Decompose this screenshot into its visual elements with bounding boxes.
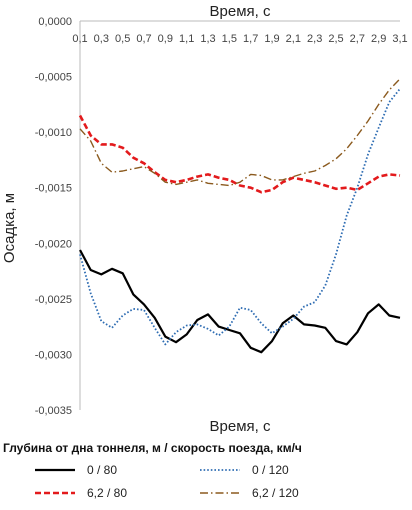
y-tick-label: 0,0000 — [38, 16, 72, 28]
legend-label: 6,2 / 80 — [87, 486, 127, 500]
x-tick-label: 1,1 — [179, 33, 194, 45]
series-line — [79, 249, 401, 354]
legend-label: 6,2 / 120 — [252, 486, 299, 500]
x-tick-label: 0,1 — [72, 33, 87, 45]
x-tick-label: 0,9 — [158, 33, 173, 45]
y-tick-label: -0,0020 — [35, 238, 72, 250]
x-tick-label: 1,3 — [200, 33, 215, 45]
legend: 0 / 80 0 / 120 6,2 / 80 6,2 / 120 — [35, 463, 299, 500]
legend-title: Глубина от дна тоннеля, м / скорость пое… — [3, 441, 302, 455]
y-tick-label: -0,0015 — [35, 183, 72, 195]
y-tick-label: -0,0030 — [35, 349, 72, 361]
x-tick-label: 1,7 — [243, 33, 258, 45]
x-tick-label: 3,1 — [392, 33, 407, 45]
x-tick-label: 1,5 — [222, 33, 237, 45]
series-line — [78, 114, 401, 194]
y-axis-title: Осадка, м — [1, 193, 18, 263]
x-tick-label: 0,7 — [136, 33, 151, 45]
series-layer — [78, 78, 401, 354]
x-tick-label: 2,9 — [371, 33, 386, 45]
x-tick-label: 0,5 — [115, 33, 130, 45]
series-line — [79, 88, 401, 346]
y-tick-label: -0,0035 — [35, 405, 72, 417]
y-tick-label: -0,0005 — [35, 72, 72, 84]
y-tick-label: -0,0010 — [35, 127, 72, 139]
legend-label: 0 / 120 — [252, 463, 289, 477]
x-axis-title-top: Время, с — [210, 3, 271, 20]
x-tick-label: 2,3 — [307, 33, 322, 45]
y-tick-labels: 0,0000 -0,0005 -0,0010 -0,0015 -0,0020 -0,002… — [35, 16, 72, 417]
x-tick-label: 2,7 — [350, 33, 365, 45]
series-line — [79, 78, 401, 187]
x-tick-label: 2,5 — [328, 33, 343, 45]
x-tick-label: 0,3 — [94, 33, 109, 45]
x-tick-labels: 0,1 0,3 0,5 0,7 0,9 1,1 1,3 1,5 1,7 1,9 2,1 2,3 2,5 2… — [72, 33, 407, 45]
x-tick-label: 1,9 — [264, 33, 279, 45]
y-tick-label: -0,0025 — [35, 294, 72, 306]
x-axis-title-bottom: Время, с — [210, 418, 271, 435]
legend-label: 0 / 80 — [87, 463, 117, 477]
x-tick-label: 2,1 — [286, 33, 301, 45]
